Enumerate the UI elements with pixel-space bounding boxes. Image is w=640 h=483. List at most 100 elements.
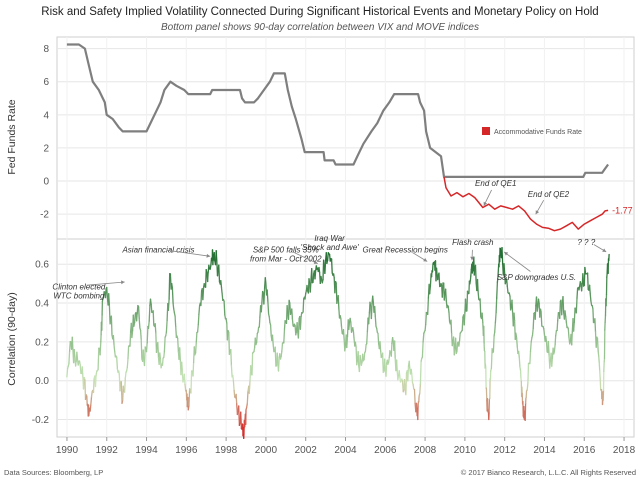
correlation-line-segment (519, 358, 520, 367)
correlation-line-segment (222, 288, 223, 294)
correlation-line-segment (397, 360, 398, 371)
correlation-line-segment (355, 342, 356, 347)
correlation-line-segment (552, 358, 553, 366)
correlation-line-segment (123, 386, 124, 391)
correlation-line-segment (125, 378, 126, 392)
correlation-line-segment (130, 332, 131, 346)
x-tick-label: 2018 (613, 445, 636, 456)
correlation-line-segment (451, 320, 452, 333)
correlation-line-segment (109, 294, 110, 306)
correlation-line-segment (117, 357, 118, 369)
correlation-line-segment (258, 327, 259, 332)
correlation-line-segment (137, 306, 138, 314)
correlation-line-segment (528, 364, 529, 384)
correlation-line-segment (96, 375, 97, 386)
correlation-line-segment (279, 357, 280, 371)
correlation-line-segment (69, 351, 70, 364)
correlation-line-segment (67, 369, 68, 377)
correlation-line-segment (264, 288, 265, 304)
correlation-line-segment (312, 269, 313, 283)
correlation-line-segment (275, 347, 276, 366)
correlation-line-segment (467, 291, 468, 311)
correlation-line-segment (557, 321, 558, 331)
correlation-line-segment (444, 293, 445, 300)
correlation-line-segment (369, 313, 370, 324)
correlation-line-segment (478, 280, 479, 292)
correlation-line-segment (347, 336, 348, 347)
correlation-line-segment (185, 384, 186, 391)
correlation-line-segment (307, 286, 308, 292)
correlation-line-segment (233, 376, 234, 381)
correlation-line-segment (262, 292, 263, 304)
correlation-line-segment (233, 381, 234, 391)
bottom-y-tick-label: 0.6 (35, 260, 49, 271)
correlation-line-segment (430, 286, 431, 293)
correlation-line-segment (237, 410, 238, 415)
correlation-line-segment (462, 317, 463, 330)
correlation-line-segment (175, 316, 176, 326)
correlation-line-segment (100, 342, 101, 355)
correlation-line-segment (182, 362, 183, 371)
correlation-line-segment (147, 327, 148, 343)
correlation-line-segment (199, 306, 200, 315)
correlation-line-segment (219, 265, 220, 282)
correlation-line-segment (590, 293, 591, 301)
correlation-line-segment (324, 260, 325, 265)
correlation-line-segment (566, 323, 567, 328)
correlation-line-segment (284, 329, 285, 343)
x-tick-label: 2004 (334, 445, 357, 456)
correlation-line-segment (277, 353, 278, 365)
x-tick-label: 2006 (374, 445, 397, 456)
correlation-line-segment (422, 342, 423, 357)
correlation-line-segment (149, 306, 150, 322)
correlation-line-segment (600, 379, 601, 390)
legend: Accommodative Funds Rate (482, 127, 582, 136)
correlation-line-segment (459, 340, 460, 346)
correlation-line-segment (221, 281, 222, 288)
correlation-line-segment (107, 288, 108, 298)
correlation-line-segment (599, 362, 600, 370)
correlation-line-segment (563, 297, 564, 314)
correlation-line-segment (413, 385, 414, 389)
correlation-line-segment (460, 333, 461, 340)
correlation-line-segment (554, 345, 555, 352)
correlation-line-segment (164, 337, 165, 351)
top-y-axis-label: Fed Funds Rate (6, 99, 18, 174)
correlation-line-segment (201, 291, 202, 306)
correlation-line-segment (297, 323, 298, 333)
correlation-line-segment (90, 405, 91, 411)
correlation-line-segment (502, 248, 503, 265)
bottom-annotation-label: ? ? ? (577, 238, 595, 247)
correlation-line-segment (166, 320, 167, 332)
correlation-line-segment (535, 306, 536, 319)
correlation-line-segment (188, 405, 189, 410)
correlation-line-segment (305, 293, 306, 299)
correlation-line-segment (476, 265, 477, 283)
correlation-line-segment (531, 342, 532, 352)
correlation-line-segment (241, 412, 242, 428)
correlation-line-segment (533, 314, 534, 329)
bottom-y-tick-label: 0.4 (35, 299, 49, 310)
correlation-line-segment (576, 298, 577, 313)
correlation-line-segment (289, 300, 290, 319)
correlation-line-segment (226, 319, 227, 324)
correlation-line-segment (385, 359, 386, 371)
top-annotation-label: End of QE2 (528, 190, 570, 199)
correlation-line-segment (437, 268, 438, 274)
bottom-y-tick-label: 0.2 (35, 337, 49, 348)
correlation-line-segment (145, 347, 146, 366)
correlation-line-segment (147, 343, 148, 352)
correlation-line-segment (495, 312, 496, 322)
bottom-annotation-label-line2: WTC bombing (53, 291, 105, 300)
correlation-line-segment (448, 307, 449, 313)
correlation-line-segment (464, 313, 465, 325)
correlation-line-segment (420, 361, 421, 384)
correlation-line-segment (371, 304, 372, 319)
correlation-line-segment (342, 326, 343, 333)
correlation-line-segment (328, 253, 329, 261)
correlation-line-segment (558, 313, 559, 321)
correlation-line-segment (267, 290, 268, 302)
correlation-line-segment (395, 341, 396, 358)
correlation-line-segment (344, 330, 345, 340)
correlation-line-segment (415, 390, 416, 404)
